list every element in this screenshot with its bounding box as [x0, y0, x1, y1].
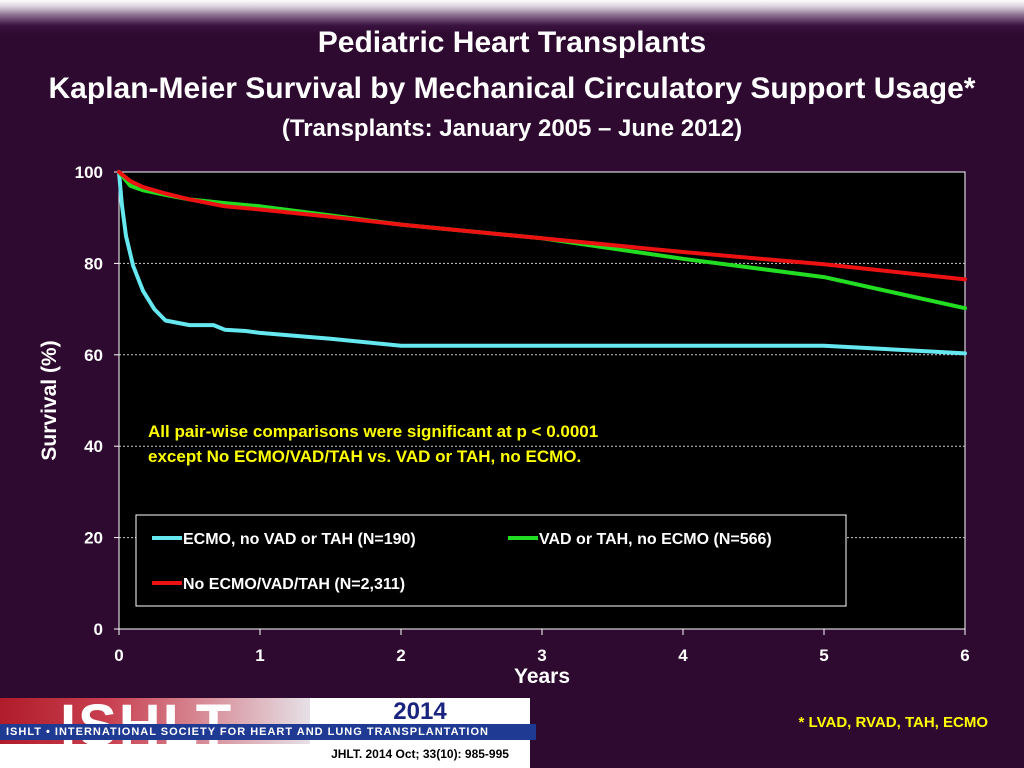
top-gradient-bar	[0, 0, 1024, 34]
series-line-3	[117, 170, 967, 282]
y-tick-label: 0	[94, 620, 103, 639]
subtitle-date-range: (Transplants: January 2005 – June 2012)	[281, 115, 743, 142]
series-line-1	[117, 170, 967, 356]
chart-subtitle: Kaplan-Meier Survival by Mechanical Circ…	[0, 70, 1024, 148]
x-tick-label: 3	[537, 646, 546, 665]
y-tick-label: 80	[84, 254, 103, 273]
footer-year: 2014	[393, 698, 447, 725]
legend-label-3: No ECMO/VAD/TAH (N=2,311)	[183, 576, 405, 593]
y-axis-label: Survival (%)	[38, 340, 61, 460]
footer-citation: JHLT. 2014 Oct; 33(10): 985-995	[331, 747, 509, 761]
footnote: * LVAD, RVAD, TAH, ECMO	[798, 714, 988, 731]
ishlt-footer: ISHLT 2014 ISHLT • INTERNATIONAL SOCIETY…	[0, 693, 536, 768]
y-tick-label: 100	[75, 163, 103, 182]
x-tick-label: 1	[255, 646, 264, 665]
y-tick-label: 20	[84, 529, 103, 548]
significance-note-line2: except No ECMO/VAD/TAH vs. VAD or TAH, n…	[148, 447, 581, 466]
legend-label-1: ECMO, no VAD or TAH (N=190)	[183, 531, 416, 548]
x-tick-label: 4	[678, 646, 688, 665]
y-tick-label: 60	[84, 346, 103, 365]
significance-note-line1: All pair-wise comparisons were significa…	[148, 422, 598, 441]
legend-box	[135, 514, 847, 607]
x-axis-label: Years	[514, 665, 570, 688]
legend-label-2: VAD or TAH, no ECMO (N=566)	[539, 531, 772, 548]
series-line-2	[117, 170, 967, 311]
x-tick-label: 0	[114, 646, 123, 665]
footer-org-banner: ISHLT • INTERNATIONAL SOCIETY FOR HEART …	[0, 724, 536, 740]
subtitle-main: Kaplan-Meier Survival by Mechanical Circ…	[48, 72, 976, 105]
x-tick-label: 2	[396, 646, 405, 665]
x-tick-label: 6	[960, 646, 969, 665]
y-tick-label: 40	[84, 437, 103, 456]
page-title: Pediatric Heart Transplants	[317, 26, 707, 59]
x-tick-label: 5	[819, 646, 828, 665]
